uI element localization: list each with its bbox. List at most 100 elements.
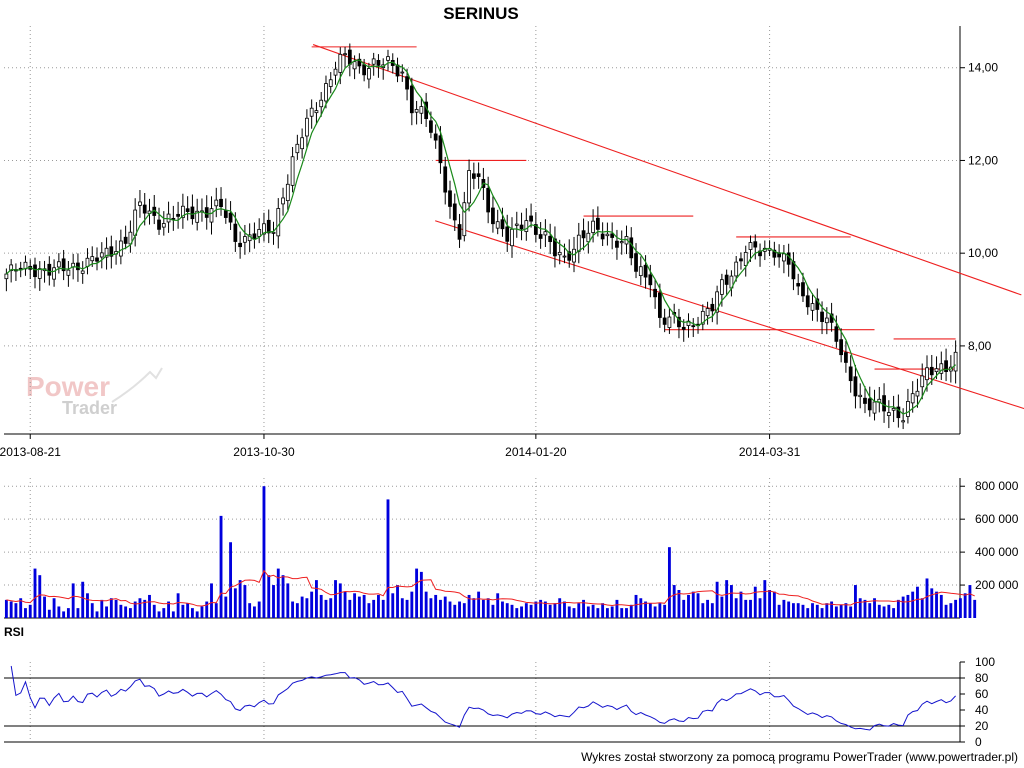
volume-bar [281, 575, 285, 618]
candle-body [443, 166, 448, 193]
volume-bar [901, 596, 905, 618]
candle-body [257, 229, 262, 237]
volume-bar [849, 606, 853, 618]
candle-body [61, 258, 66, 272]
candle-body [47, 263, 52, 276]
volume-bar [262, 486, 266, 618]
candle-body [920, 375, 925, 388]
candle-body [109, 246, 114, 257]
volume-bar [520, 606, 523, 618]
volume-bar [248, 603, 252, 618]
candle-body [233, 223, 238, 242]
volume-bar [529, 604, 533, 618]
candle-body [753, 241, 758, 248]
candle-body [409, 85, 414, 114]
candle-body [867, 398, 872, 411]
volume-bar [582, 599, 585, 618]
volume-bar [472, 598, 476, 618]
volume-bar [410, 591, 414, 618]
volume-bar [648, 603, 652, 618]
trend-line-upper-channel [312, 44, 1022, 296]
candle-body [419, 106, 424, 114]
candle-body [648, 274, 653, 286]
candle-body [533, 224, 538, 235]
candle-body [834, 326, 839, 342]
candle-body [85, 257, 90, 267]
candle-body [748, 242, 753, 250]
volume-bar [267, 575, 271, 618]
volume-bar [28, 604, 32, 618]
candle-body [495, 221, 500, 229]
candle-body [243, 236, 247, 243]
date-tick-label: 2013-08-21 [0, 445, 61, 459]
volume-bar [605, 608, 609, 618]
volume-bar [33, 568, 37, 618]
volume-bar [524, 603, 528, 618]
candle-body [204, 207, 209, 218]
candle-body [619, 241, 624, 244]
volume-bar [963, 593, 967, 618]
rsi-tick-label: 20 [975, 719, 989, 733]
rsi-grid [4, 662, 960, 742]
candle-body [772, 249, 777, 258]
volume-bar [868, 603, 872, 618]
volume-bar [357, 596, 361, 618]
powertrader-watermark: Power Trader [26, 367, 163, 418]
volume-bar [858, 598, 862, 618]
watermark-trader: Trader [62, 398, 117, 418]
volume-bar [128, 608, 132, 618]
volume-bar [200, 606, 204, 618]
candle-body [214, 199, 219, 207]
volume-bar [448, 601, 452, 618]
volume-bar [615, 599, 619, 618]
candle-body [66, 269, 71, 276]
candle-body [166, 213, 171, 223]
volume-bar [744, 599, 748, 618]
candle-body [882, 395, 886, 412]
candle-body [615, 240, 619, 248]
candle-body [820, 311, 824, 322]
rsi-tick-label: 40 [975, 703, 989, 717]
candle-body [99, 252, 104, 258]
volume-bar [233, 588, 237, 618]
candle-body [782, 253, 786, 262]
candle-body [76, 262, 80, 271]
volume-tick-label: 400 000 [975, 545, 1019, 559]
volume-bar [143, 599, 147, 618]
volume-bar [625, 608, 628, 618]
volume-bar [644, 601, 647, 618]
volume-bar [906, 594, 910, 618]
candle-body [653, 288, 657, 298]
volume-bar [381, 599, 385, 618]
volume-bar [9, 601, 13, 618]
volume-bar [167, 601, 170, 618]
candle-body [276, 208, 281, 237]
volume-bar [687, 594, 690, 618]
volume-bar [338, 583, 342, 618]
volume-bar [553, 603, 557, 618]
candle-body [142, 204, 147, 214]
volume-bar [205, 601, 209, 618]
volume-bar [272, 585, 275, 618]
candle-body [567, 251, 572, 261]
candle-body [476, 173, 481, 177]
candle-body [271, 231, 276, 234]
volume-bar [486, 598, 490, 618]
candle-body [171, 217, 176, 220]
candle-body [452, 203, 457, 221]
rsi-line-path [10, 665, 956, 731]
volume-bar [763, 580, 767, 618]
candle-body [457, 224, 462, 240]
candle-body [848, 366, 853, 382]
volume-bar [543, 601, 547, 618]
volume-bar [729, 585, 733, 618]
candle-body [95, 257, 99, 262]
candle-body [486, 187, 491, 213]
volume-bar [43, 596, 46, 618]
volume-bar [310, 591, 314, 618]
volume-bar [348, 599, 352, 618]
volume-bar [873, 598, 876, 618]
volume-bar [119, 604, 123, 618]
